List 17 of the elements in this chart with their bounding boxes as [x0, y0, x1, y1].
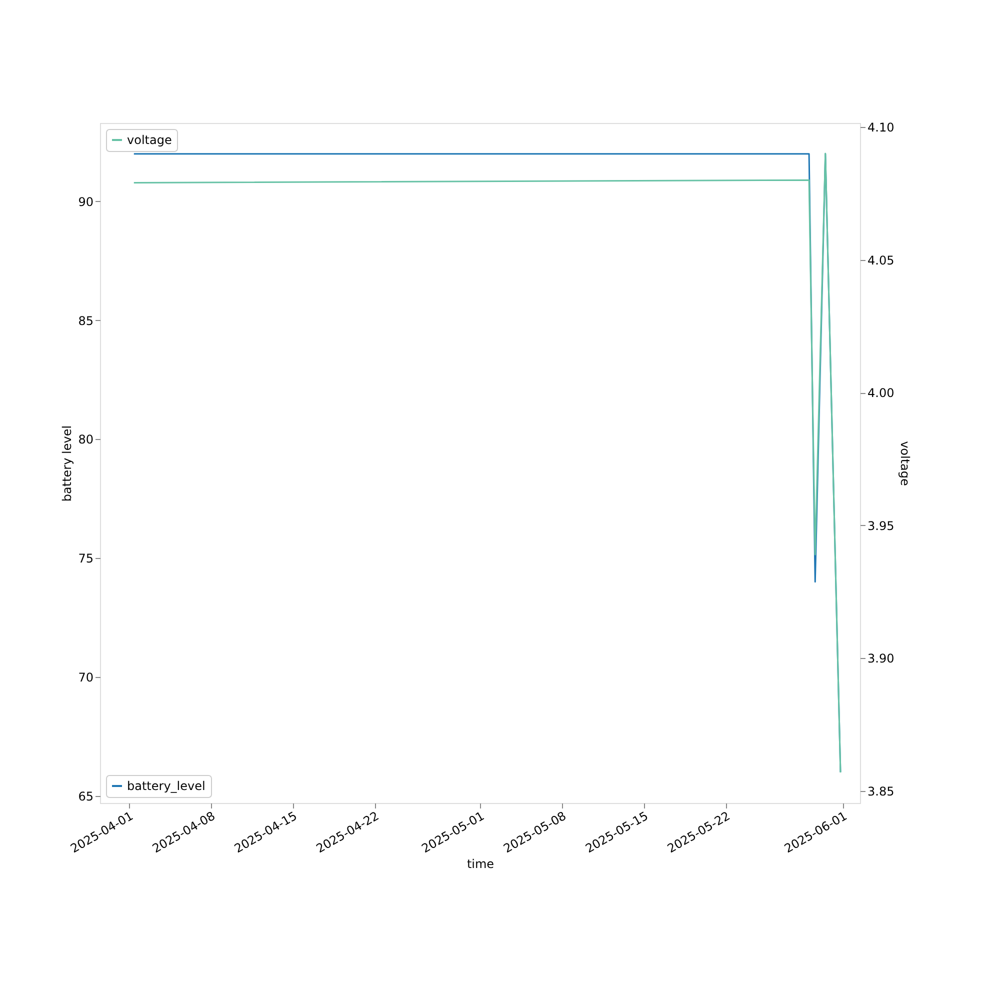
y2-axis-title: voltage — [898, 441, 912, 486]
y2-tick-label: 4.10 — [868, 120, 894, 134]
y-tick-label: 70 — [78, 670, 94, 684]
y-tick-label: 65 — [78, 789, 94, 804]
y2-tick-label: 3.85 — [868, 784, 894, 799]
y-tick-label: 75 — [78, 552, 94, 566]
y-tick-label: 85 — [78, 314, 94, 328]
y-tick-label: 80 — [78, 432, 94, 447]
y-axis-title: battery level — [60, 425, 74, 502]
y2-tick-label: 3.95 — [868, 518, 894, 533]
legend-label: voltage — [127, 133, 172, 147]
x-axis-title: time — [466, 856, 494, 871]
y-tick-label: 90 — [78, 194, 94, 209]
legend-label: battery_level — [127, 779, 206, 793]
y2-tick-label: 4.05 — [868, 253, 894, 268]
y2-tick-label: 3.90 — [868, 652, 894, 666]
y2-tick-label: 4.00 — [868, 386, 894, 400]
